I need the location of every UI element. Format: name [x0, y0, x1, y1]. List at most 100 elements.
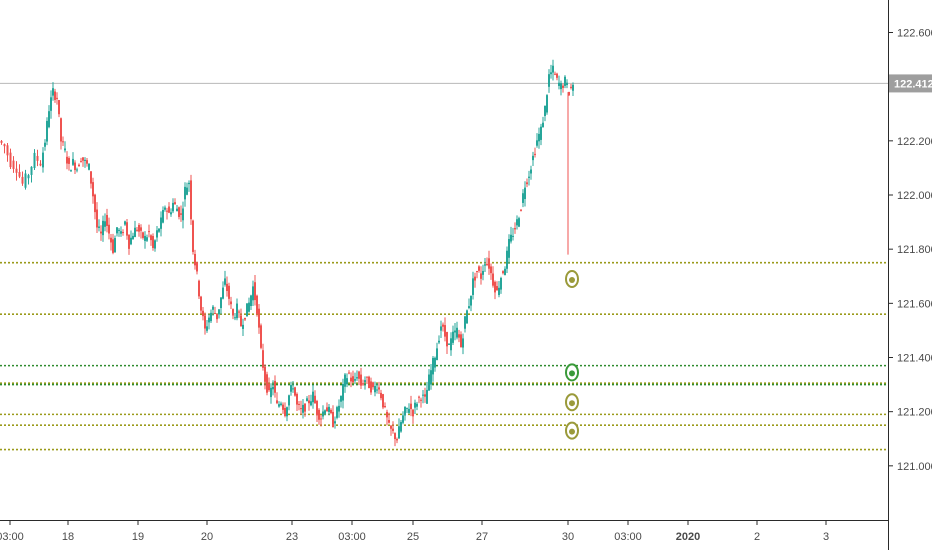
y-tick-label: 122.000 [897, 190, 932, 202]
candle-body [314, 395, 316, 404]
candle-body [172, 202, 174, 212]
candle-body [304, 403, 306, 412]
candle-body [416, 403, 418, 407]
candle-body [288, 395, 290, 406]
candle-body [264, 366, 266, 382]
candle-body [562, 85, 564, 88]
candle-body [12, 160, 15, 169]
candle-body [306, 398, 308, 402]
candle-body [552, 65, 554, 73]
candle-body [112, 239, 114, 253]
candle-body [338, 405, 340, 412]
level-marker-dot [569, 370, 575, 377]
candle-body [238, 311, 240, 313]
candle-body [472, 278, 474, 295]
x-tick-label: 2020 [676, 531, 700, 543]
x-tick-label: 03:00 [338, 531, 366, 543]
candle-body [414, 402, 416, 408]
candle-body [448, 343, 450, 345]
last-price-label: 122.412 [894, 78, 932, 90]
candle-body [526, 182, 528, 185]
candle-body [234, 317, 236, 319]
candle-body [160, 217, 162, 229]
candle-body [78, 164, 80, 167]
candle-body [36, 155, 39, 161]
candle-body [54, 91, 56, 100]
candle-body [80, 161, 82, 163]
candle-body [138, 224, 140, 232]
candle-body [396, 439, 398, 441]
candle-body [558, 82, 560, 86]
candle-body [60, 118, 62, 142]
candle-body [512, 235, 514, 237]
y-tick-label: 122.200 [897, 136, 932, 148]
candle-body [230, 301, 232, 305]
candle-body [532, 155, 534, 161]
candle-body [48, 111, 50, 128]
candle-body [402, 415, 404, 423]
candle-body [250, 295, 252, 307]
candle-body [18, 172, 21, 177]
x-tick-label: 3 [823, 531, 829, 543]
candle-body [474, 276, 476, 281]
candle-body [27, 175, 30, 179]
candle-body [202, 310, 204, 317]
candle-body [430, 370, 432, 385]
candle-body [270, 387, 272, 398]
candle-body [52, 88, 54, 96]
candle-body [436, 348, 438, 361]
candle-body [254, 282, 256, 301]
candle-body [190, 180, 192, 220]
candle-body [510, 234, 512, 242]
candle-body [460, 334, 462, 348]
candle-body [342, 383, 344, 401]
candle-body [104, 221, 106, 227]
candle-body [548, 74, 550, 87]
candle-body [478, 266, 480, 271]
candle-body [494, 281, 496, 293]
level-marker-icon[interactable] [565, 269, 579, 288]
candle-body [514, 228, 516, 230]
candle-body [140, 227, 142, 231]
level-marker-icon[interactable] [565, 421, 579, 440]
candle-body [290, 385, 292, 392]
candle-body [312, 391, 314, 403]
candle-body [360, 374, 362, 386]
candle-body [224, 278, 226, 285]
level-marker-icon[interactable] [565, 393, 579, 412]
candle-body [490, 266, 492, 274]
candle-body [368, 376, 370, 389]
candle-body [176, 208, 178, 212]
candle-body [108, 224, 110, 234]
candle-body [126, 222, 128, 236]
candle-body [194, 253, 196, 266]
candle-body [302, 404, 304, 413]
candle-body [356, 377, 358, 379]
candle-body [21, 176, 24, 184]
candle-body [220, 297, 222, 309]
candle-body [64, 148, 66, 151]
level-marker-icon[interactable] [565, 363, 579, 382]
candle-body [570, 86, 572, 88]
candle-body [300, 408, 302, 410]
candle-body [560, 83, 562, 90]
candle-body [394, 433, 396, 440]
candle-body [358, 371, 360, 379]
candle-body [428, 374, 430, 391]
candle-body [328, 406, 330, 412]
candle-body [188, 182, 190, 185]
candle-body [182, 208, 184, 221]
candle-body [530, 169, 532, 174]
candle-body [116, 227, 118, 234]
candle-body [252, 286, 254, 301]
candle-body [372, 382, 374, 388]
candle-body [482, 270, 484, 275]
candle-body [33, 152, 36, 169]
candle-body [46, 120, 48, 142]
candle-body [174, 202, 176, 205]
candle-body [196, 262, 198, 272]
candle-body [240, 315, 242, 327]
candle-body [39, 163, 42, 166]
